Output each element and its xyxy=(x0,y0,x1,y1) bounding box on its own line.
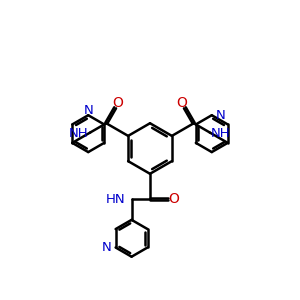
Text: N: N xyxy=(101,241,111,254)
Text: HN: HN xyxy=(106,193,126,206)
Text: NH: NH xyxy=(211,128,231,140)
Text: O: O xyxy=(112,96,123,110)
Text: N: N xyxy=(83,104,93,117)
Text: NH: NH xyxy=(69,128,89,140)
Text: O: O xyxy=(168,192,179,206)
Text: O: O xyxy=(177,96,188,110)
Text: N: N xyxy=(216,109,226,122)
